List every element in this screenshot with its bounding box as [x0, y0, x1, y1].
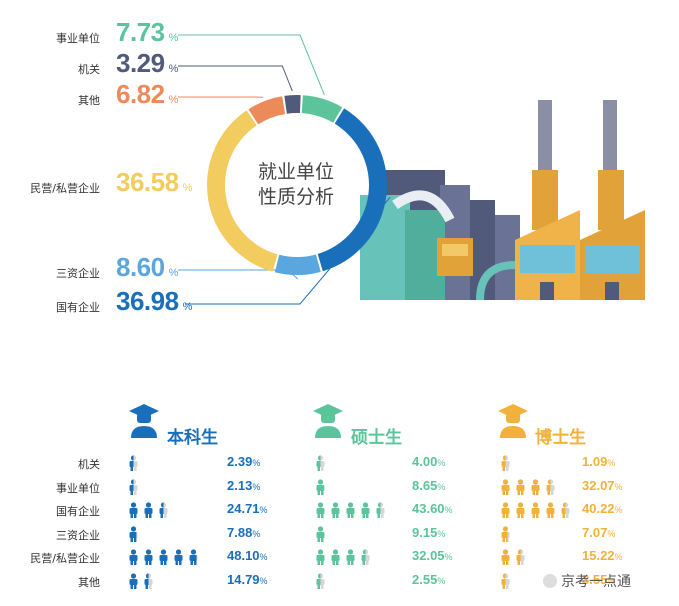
- person-icons: [500, 479, 560, 495]
- row-value: 7.88%: [227, 525, 261, 540]
- person-icons: [315, 549, 375, 565]
- legend-label: 国有企业: [56, 301, 100, 314]
- row-value: 1.09%: [582, 454, 616, 469]
- row-label: 事业单位: [56, 482, 100, 495]
- donut-chart: [178, 34, 645, 305]
- legend-label: 三资企业: [56, 267, 100, 280]
- person-icons: [315, 573, 330, 589]
- legend-value: 36.58%: [116, 167, 192, 197]
- person-icons: [500, 573, 515, 589]
- person-icons: [128, 479, 143, 495]
- leader-line: [178, 34, 325, 96]
- row-value: 8.65%: [412, 478, 446, 493]
- group-title: 硕士生: [351, 428, 402, 448]
- legend-value: 7.73%: [116, 17, 178, 47]
- row-label: 机关: [78, 458, 100, 471]
- person-icons: [128, 502, 173, 518]
- row-value: 3.55%: [582, 572, 616, 587]
- row-value: 48.10%: [227, 548, 268, 563]
- row-value: 4.00%: [412, 454, 446, 469]
- group-title: 本科生: [167, 428, 218, 448]
- person-icons: [500, 549, 530, 565]
- group-title: 博士生: [535, 428, 586, 448]
- legend-value: 36.98%: [116, 286, 192, 316]
- row-value: 7.07%: [582, 525, 616, 540]
- person-icons: [315, 479, 330, 495]
- donut-slice: [207, 110, 278, 272]
- row-value: 14.79%: [227, 572, 268, 587]
- donut-title-line-2: 性质分析: [257, 186, 334, 208]
- row-value: 2.55%: [412, 572, 446, 587]
- donut-slice: [301, 95, 343, 123]
- donut-title-line-1: 就业单位: [257, 161, 334, 183]
- wechat-icon: [543, 574, 557, 588]
- person-icons: [315, 455, 330, 471]
- graduate-icon: [313, 404, 343, 438]
- person-icons: [128, 455, 143, 471]
- row-label: 民营/私营企业: [30, 552, 100, 565]
- row-label: 三资企业: [56, 529, 100, 542]
- person-icons: [315, 526, 330, 542]
- row-label: 国有企业: [56, 505, 100, 518]
- graduate-icon: [498, 404, 528, 438]
- row-label: 其他: [78, 576, 100, 589]
- legend-label: 其他: [78, 94, 100, 107]
- legend-label: 事业单位: [56, 32, 100, 45]
- legend-value: 6.82%: [116, 79, 178, 109]
- person-icons: [128, 573, 158, 589]
- person-icons: [500, 526, 515, 542]
- person-icons: [500, 502, 575, 518]
- donut-title: 就业单位 性质分析: [248, 160, 344, 210]
- leader-line: [178, 65, 293, 92]
- donut-slice: [317, 108, 387, 272]
- donut-slice: [248, 96, 286, 125]
- person-icons: [500, 455, 515, 471]
- row-value: 32.07%: [582, 478, 623, 493]
- row-value: 15.22%: [582, 548, 623, 563]
- row-value: 2.39%: [227, 454, 261, 469]
- row-value: 43.60%: [412, 501, 453, 516]
- graduate-icon: [129, 404, 159, 438]
- legend-label: 民营/私营企业: [30, 182, 100, 195]
- row-value: 40.22%: [582, 501, 623, 516]
- row-value: 2.13%: [227, 478, 261, 493]
- person-icons: [128, 526, 143, 542]
- person-icons: [315, 502, 390, 518]
- legend-label: 机关: [78, 63, 100, 76]
- watermark: 京考一点通: [543, 571, 631, 591]
- donut-slice: [284, 95, 301, 114]
- legend-value: 3.29%: [116, 48, 178, 78]
- legend-value: 8.60%: [116, 252, 178, 282]
- donut-slice: [274, 254, 321, 276]
- person-icons: [128, 549, 203, 565]
- row-value: 24.71%: [227, 501, 268, 516]
- row-value: 32.05%: [412, 548, 453, 563]
- row-value: 9.15%: [412, 525, 446, 540]
- factory-illustration: [360, 100, 645, 301]
